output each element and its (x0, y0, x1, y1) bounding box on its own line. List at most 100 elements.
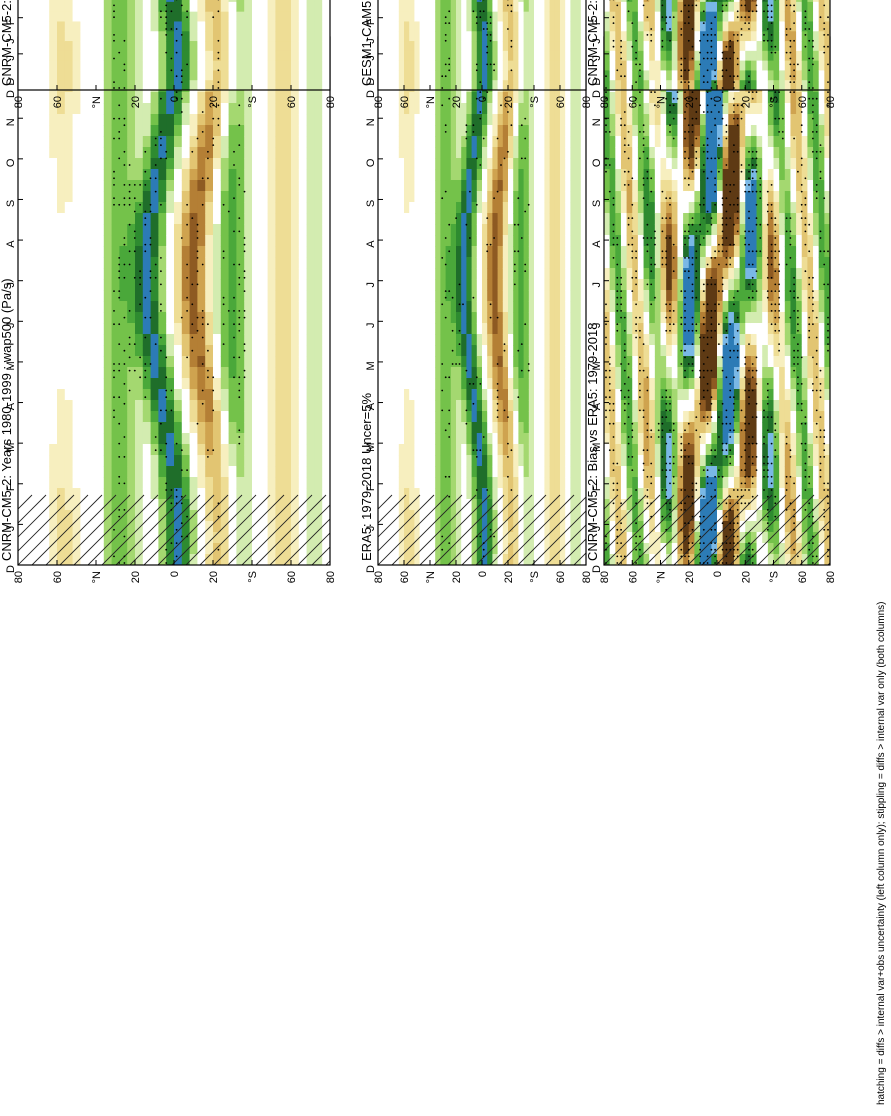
field-cell (394, 488, 400, 499)
field-cell (96, 202, 104, 213)
field-cell (135, 41, 143, 51)
field-cell (221, 290, 229, 301)
field-cell (119, 411, 127, 422)
field-cell (57, 257, 65, 268)
field-cell (135, 136, 143, 147)
field-cell (96, 224, 104, 235)
field-cell (88, 433, 96, 444)
field-cell (26, 180, 34, 191)
field-cell (388, 466, 394, 477)
field-cell (96, 180, 104, 191)
field-cell (88, 235, 96, 246)
field-cell (229, 400, 237, 411)
field-cell (143, 257, 151, 268)
field-cell (127, 301, 135, 312)
field-cell (18, 345, 26, 356)
field-cell (119, 21, 127, 31)
field-cell (252, 411, 260, 422)
field-cell (404, 180, 410, 191)
field-cell (88, 378, 96, 389)
field-cell (197, 301, 205, 312)
field-cell (229, 488, 237, 499)
lat-tick-label: 20 (208, 571, 220, 583)
field-cell (268, 290, 276, 301)
field-cell (394, 279, 400, 290)
field-cell (197, 356, 205, 367)
field-cell (291, 389, 299, 400)
lat-tick-label: 60 (286, 571, 298, 583)
field-cell (158, 268, 166, 279)
field-cell (18, 41, 26, 51)
field-cell (104, 400, 112, 411)
field-cell (205, 345, 213, 356)
field-cell (213, 125, 221, 136)
field-cell (112, 301, 120, 312)
stipple-dot (160, 158, 162, 160)
field-cell (151, 61, 159, 71)
field-cell (80, 235, 88, 246)
field-cell (151, 433, 159, 444)
field-cell (96, 345, 104, 356)
field-cell (190, 268, 198, 279)
field-cell (151, 279, 159, 290)
field-cell (26, 301, 34, 312)
field-cell (205, 422, 213, 433)
field-cell (18, 180, 26, 191)
field-cell (283, 2, 291, 12)
field-cell (166, 224, 174, 235)
stipple-dot (160, 449, 162, 451)
field-cell (104, 31, 112, 41)
field-cell (151, 125, 159, 136)
field-cell (65, 169, 73, 180)
field-cell (229, 147, 237, 158)
field-cell (383, 488, 389, 499)
stipple-dot (118, 118, 120, 120)
field-cell (104, 444, 112, 455)
field-cell (26, 466, 34, 477)
field-cell (65, 125, 73, 136)
field-cell (213, 191, 221, 202)
field-cell (151, 2, 159, 12)
field-cell (73, 180, 81, 191)
field-cell (399, 136, 405, 147)
field-cell (197, 51, 205, 61)
field-cell (291, 323, 299, 334)
field-cell (383, 257, 389, 268)
field-cell (236, 290, 244, 301)
field-cell (26, 147, 34, 158)
field-cell (57, 455, 65, 466)
field-cell (205, 455, 213, 466)
field-cell (112, 80, 120, 90)
field-cell (174, 61, 182, 71)
field-cell (190, 279, 198, 290)
stipple-dot (160, 257, 162, 259)
field-cell (394, 213, 400, 224)
field-cell (80, 378, 88, 389)
stipple-dot (181, 75, 183, 77)
field-cell (314, 301, 322, 312)
field-cell (260, 21, 268, 31)
field-cell (252, 80, 260, 90)
field-cell (275, 345, 283, 356)
field-cell (73, 301, 81, 312)
field-cell (229, 169, 237, 180)
field-cell (190, 367, 198, 378)
field-cell (34, 389, 42, 400)
stipple-dot (160, 303, 162, 305)
field-cell (197, 257, 205, 268)
field-cell (378, 378, 384, 389)
field-cell (65, 444, 73, 455)
field-cell (383, 323, 389, 334)
field-cell (229, 466, 237, 477)
field-cell (34, 213, 42, 224)
field-cell (80, 169, 88, 180)
field-cell (229, 80, 237, 90)
field-cell (213, 345, 221, 356)
field-cell (143, 158, 151, 169)
field-cell (268, 125, 276, 136)
field-cell (205, 180, 213, 191)
field-cell (388, 202, 394, 213)
stipple-dot (202, 310, 204, 312)
field-cell (127, 488, 135, 499)
field-cell (252, 268, 260, 279)
